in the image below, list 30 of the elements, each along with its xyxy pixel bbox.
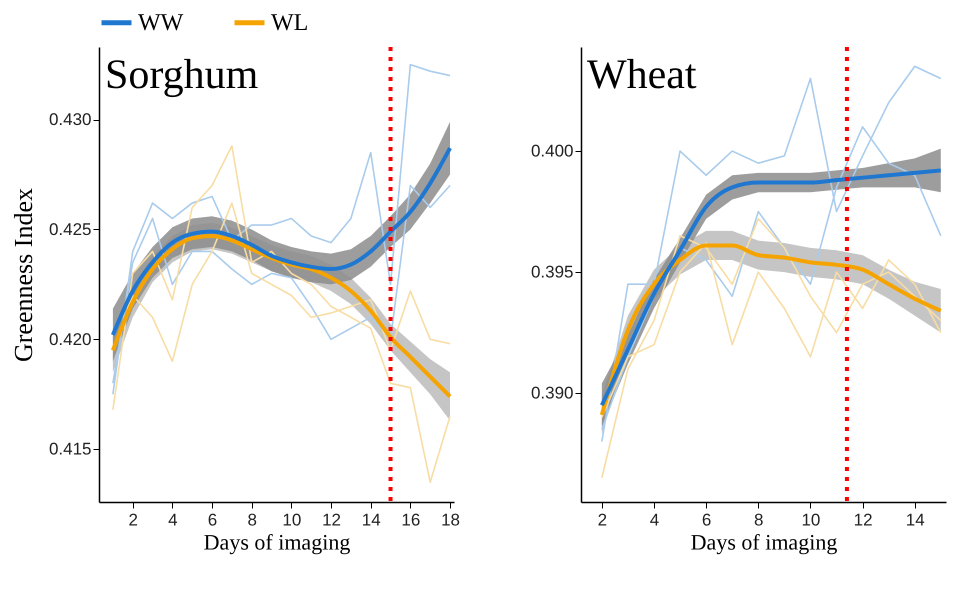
x-tick-label: 2 bbox=[598, 510, 608, 530]
x-axis-title: Days of imaging bbox=[204, 530, 350, 554]
y-tick-label: 0.395 bbox=[530, 262, 574, 282]
y-tick-label: 0.390 bbox=[530, 384, 574, 403]
x-tick-label: 4 bbox=[650, 510, 660, 530]
x-axis-title: Days of imaging bbox=[690, 530, 838, 554]
y-tick-label: 0.420 bbox=[48, 330, 92, 349]
y-axis-title: Greenness Index bbox=[8, 188, 38, 362]
chart-title: Sorghum bbox=[105, 52, 259, 98]
x-tick-label: 18 bbox=[441, 510, 460, 530]
x-tick-label: 6 bbox=[702, 510, 712, 530]
x-tick-label: 12 bbox=[854, 510, 873, 530]
x-tick-label: 16 bbox=[401, 510, 420, 530]
x-tick-label: 14 bbox=[906, 510, 925, 530]
legend-label: WL bbox=[271, 10, 308, 36]
x-tick-label: 8 bbox=[754, 510, 764, 530]
y-tick-label: 0.400 bbox=[530, 142, 574, 161]
y-tick-label: 0.425 bbox=[48, 220, 92, 239]
x-tick-label: 14 bbox=[362, 510, 381, 530]
x-tick-label: 10 bbox=[801, 510, 820, 530]
x-tick-label: 2 bbox=[128, 510, 138, 530]
x-tick-label: 4 bbox=[168, 510, 178, 530]
y-tick-label: 0.415 bbox=[48, 440, 92, 459]
y-tick-label: 0.430 bbox=[48, 110, 92, 130]
chart-title: Wheat bbox=[587, 52, 697, 98]
legend-label: WW bbox=[138, 10, 184, 36]
x-tick-label: 6 bbox=[208, 510, 218, 530]
x-tick-label: 12 bbox=[322, 510, 341, 530]
x-tick-label: 10 bbox=[282, 510, 302, 530]
x-tick-label: 8 bbox=[247, 510, 257, 530]
